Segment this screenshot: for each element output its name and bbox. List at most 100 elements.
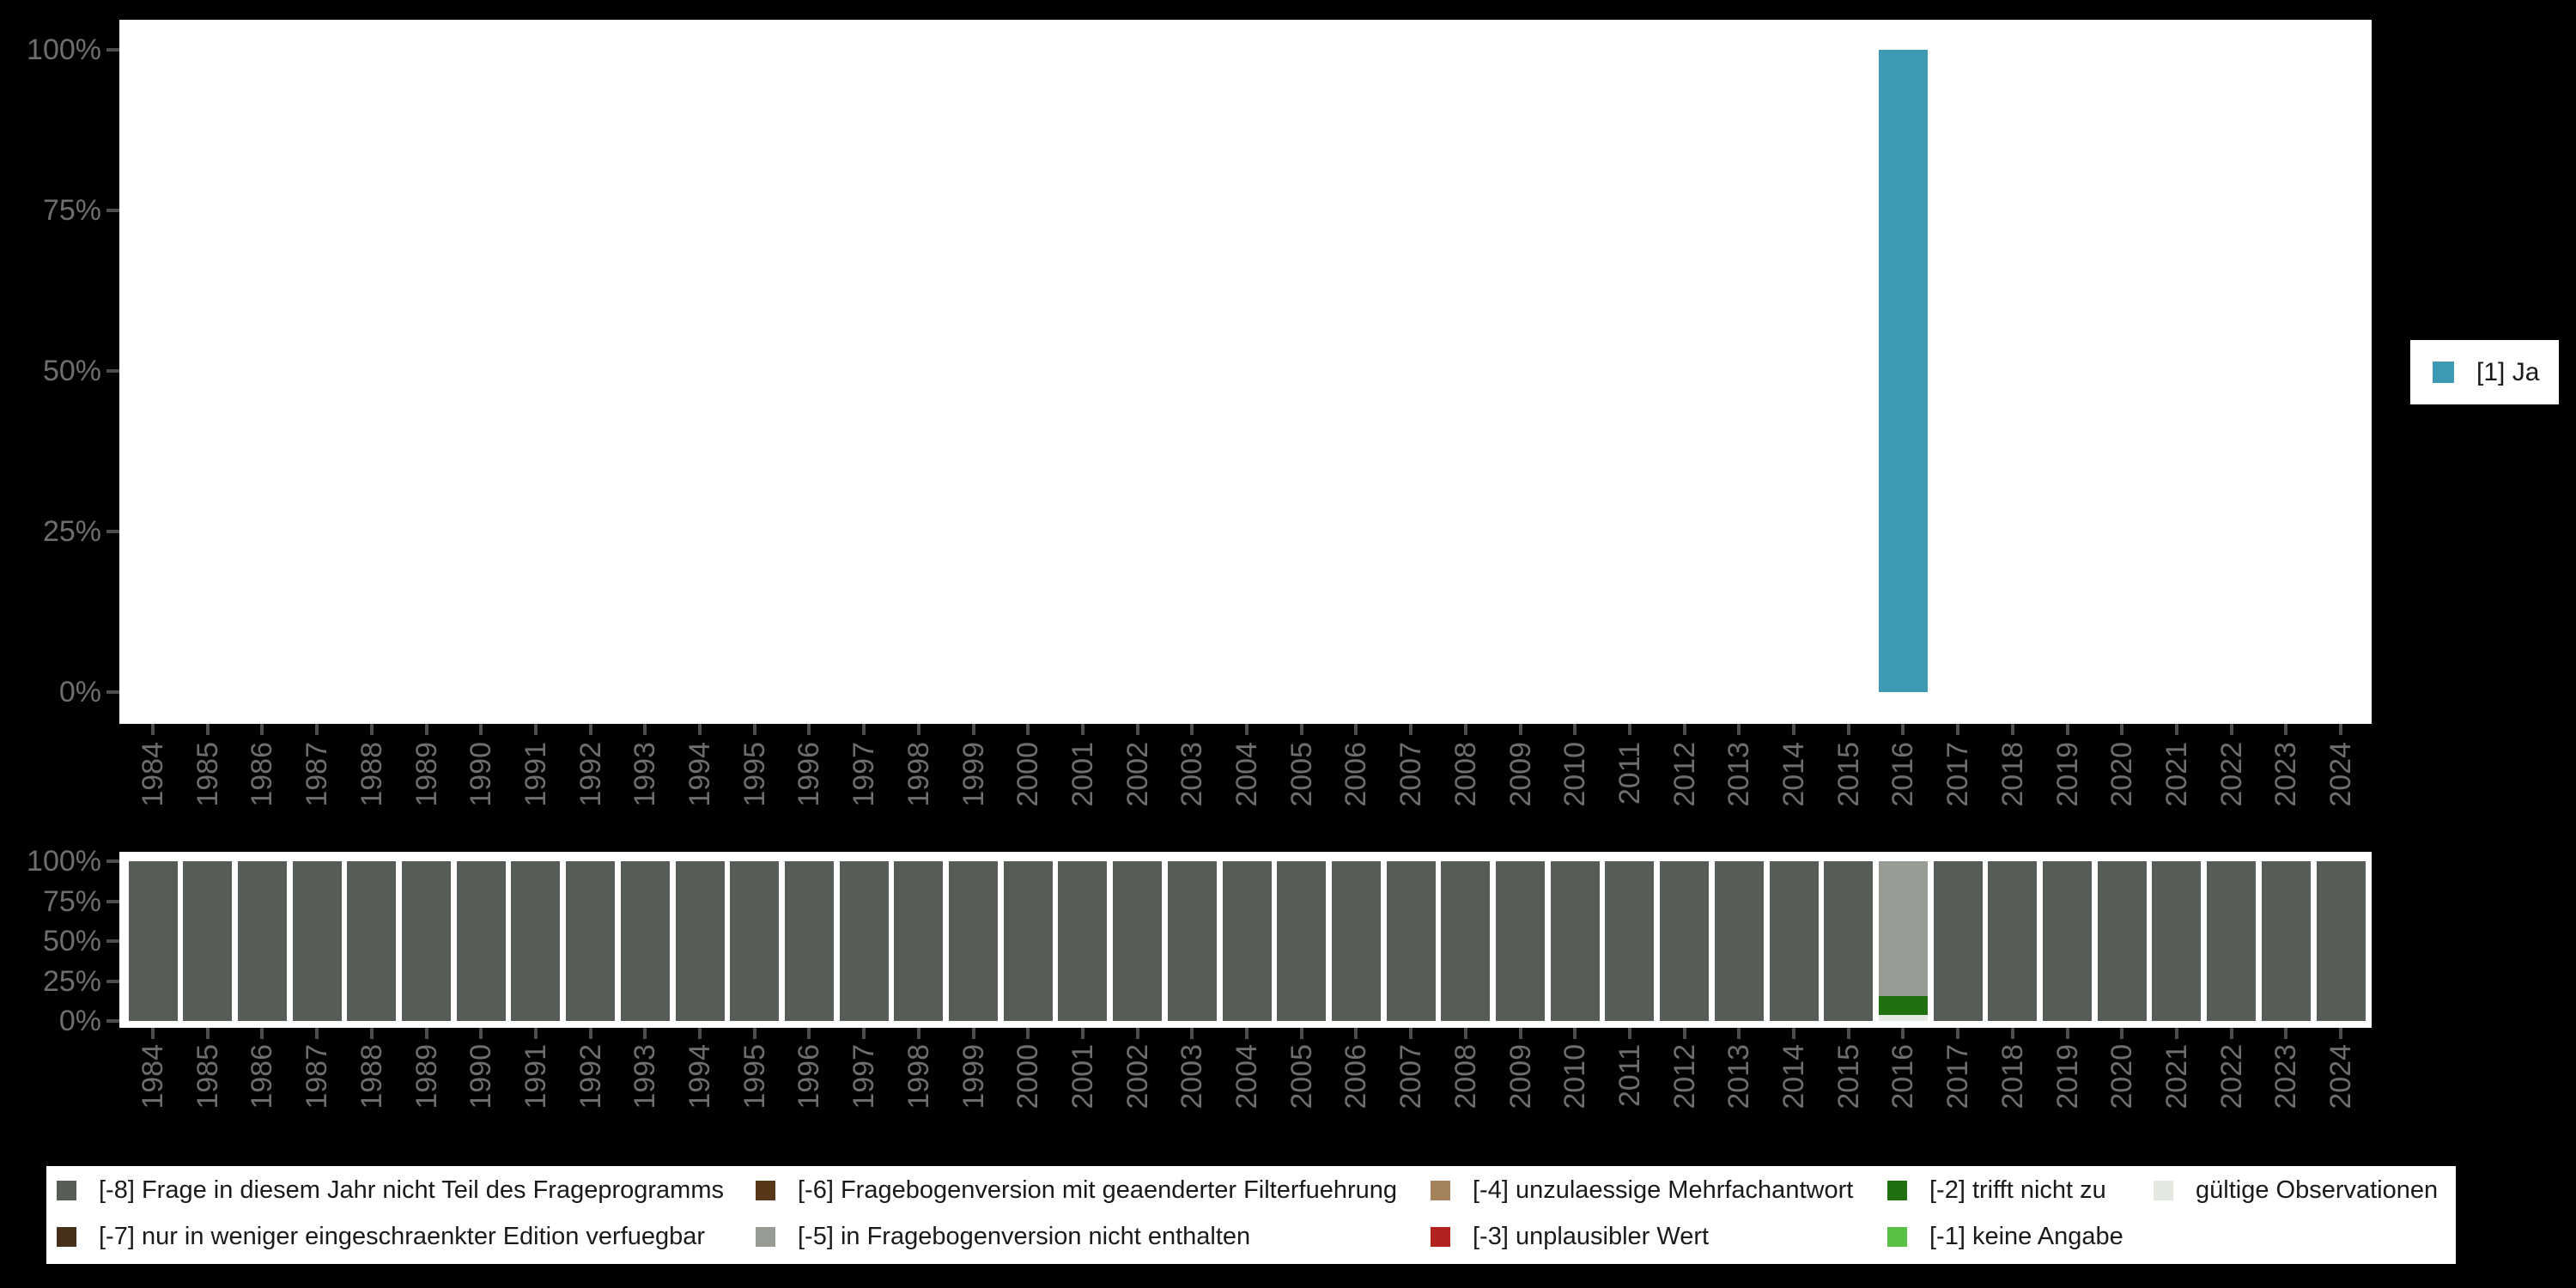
values-x-tick bbox=[1136, 724, 1139, 735]
missings-x-tick bbox=[1737, 1028, 1741, 1039]
values-x-tick-label-2014: 2014 bbox=[1777, 742, 1810, 807]
missings-bar-2001-[-8] bbox=[1058, 861, 1107, 1021]
missings-x-tick-label-2001: 2001 bbox=[1066, 1044, 1099, 1109]
values-x-tick-label-2015: 2015 bbox=[1832, 742, 1865, 807]
missings-bar-2007-[-8] bbox=[1387, 861, 1436, 1021]
values-x-tick bbox=[534, 724, 538, 735]
values-y-tick-label: 25% bbox=[42, 515, 101, 548]
values-x-tick bbox=[2175, 724, 2178, 735]
missings-bar-1991-[-8] bbox=[511, 861, 560, 1021]
missings-bar-2010-[-8] bbox=[1551, 861, 1600, 1021]
missings-x-tick bbox=[1628, 1028, 1631, 1039]
missings-x-tick bbox=[1190, 1028, 1194, 1039]
missings-y-tick-label: 50% bbox=[42, 925, 101, 957]
missings-x-tick bbox=[753, 1028, 756, 1039]
missings-x-tick-label-2021: 2021 bbox=[2160, 1044, 2193, 1109]
missings-x-tick bbox=[1956, 1028, 1959, 1039]
missings-x-tick-label-2013: 2013 bbox=[1722, 1044, 1755, 1109]
missings-x-tick-label-2015: 2015 bbox=[1832, 1044, 1865, 1109]
missings-x-tick bbox=[1901, 1028, 1905, 1039]
values-x-tick bbox=[807, 724, 811, 735]
missings-x-tick bbox=[206, 1028, 210, 1039]
values-x-tick-label-2013: 2013 bbox=[1722, 742, 1755, 807]
missings-x-tick-label-2020: 2020 bbox=[2105, 1044, 2138, 1109]
values-x-tick bbox=[1190, 724, 1194, 735]
values-x-tick bbox=[1628, 724, 1631, 735]
missings-x-tick-label-2010: 2010 bbox=[1558, 1044, 1591, 1109]
values-x-tick-label-1985: 1985 bbox=[191, 742, 224, 807]
values-x-tick bbox=[917, 724, 920, 735]
missings-x-tick-label-1992: 1992 bbox=[574, 1044, 607, 1109]
values-x-tick-label-2023: 2023 bbox=[2269, 742, 2302, 807]
missing-legend-label-[-5]: [-5] in Fragebogenversion nicht enthalte… bbox=[798, 1223, 1251, 1250]
values-x-tick-label-1995: 1995 bbox=[738, 742, 771, 807]
missing-legend-swatch-[-7] bbox=[57, 1227, 76, 1247]
values-y-tick-label: 0% bbox=[58, 676, 101, 708]
values-x-tick bbox=[1847, 724, 1850, 735]
values-x-tick-label-2012: 2012 bbox=[1668, 742, 1701, 807]
missings-x-tick bbox=[1354, 1028, 1358, 1039]
values-x-tick-label-2018: 2018 bbox=[1996, 742, 2029, 807]
missing-legend-swatch-[-8] bbox=[57, 1181, 76, 1200]
values-x-tick-label-1984: 1984 bbox=[137, 742, 169, 807]
values-x-tick-label-2006: 2006 bbox=[1340, 742, 1372, 807]
values-x-tick bbox=[972, 724, 975, 735]
missing-legend-label-[-1]: [-1] keine Angabe bbox=[1929, 1223, 2123, 1250]
missings-bar-2014-[-8] bbox=[1770, 861, 1819, 1021]
values-x-tick bbox=[1573, 724, 1577, 735]
values-x-tick bbox=[1956, 724, 1959, 735]
values-plot-area bbox=[119, 20, 2372, 724]
missings-x-tick bbox=[807, 1028, 811, 1039]
value-legend: [1] Ja bbox=[2410, 340, 2559, 404]
missings-bar-1985-[-8] bbox=[183, 861, 232, 1021]
missings-x-tick-label-2004: 2004 bbox=[1230, 1044, 1263, 1109]
values-x-tick bbox=[206, 724, 210, 735]
values-x-tick bbox=[589, 724, 592, 735]
missings-bar-1984-[-8] bbox=[129, 861, 178, 1021]
missing-legend-swatch-[-2] bbox=[1887, 1181, 1907, 1200]
missings-x-tick bbox=[643, 1028, 647, 1039]
missings-bar-2022-[-8] bbox=[2207, 861, 2256, 1021]
values-x-tick-label-2005: 2005 bbox=[1285, 742, 1318, 807]
values-x-tick bbox=[370, 724, 374, 735]
values-x-tick bbox=[1737, 724, 1741, 735]
missings-x-tick bbox=[1792, 1028, 1795, 1039]
missings-bar-1996-[-8] bbox=[785, 861, 834, 1021]
missings-bar-2004-[-8] bbox=[1223, 861, 1272, 1021]
missings-x-tick-label-1987: 1987 bbox=[301, 1044, 333, 1109]
values-x-tick-label-1986: 1986 bbox=[246, 742, 278, 807]
missings-bar-2016-valid bbox=[1879, 1015, 1928, 1021]
missings-x-tick bbox=[1683, 1028, 1686, 1039]
missings-x-tick-label-2002: 2002 bbox=[1121, 1044, 1154, 1109]
missings-bar-2016-[-2] bbox=[1879, 996, 1928, 1015]
missings-bar-2019-[-8] bbox=[2043, 861, 2092, 1021]
missings-y-tick bbox=[106, 1019, 119, 1023]
missings-bar-2023-[-8] bbox=[2262, 861, 2311, 1021]
missings-bar-2013-[-8] bbox=[1715, 861, 1764, 1021]
values-x-tick-label-1991: 1991 bbox=[519, 742, 552, 807]
missings-bar-2006-[-8] bbox=[1332, 861, 1381, 1021]
missings-x-tick bbox=[2175, 1028, 2178, 1039]
missings-x-tick bbox=[862, 1028, 866, 1039]
values-y-tick bbox=[106, 530, 119, 533]
missings-y-tick bbox=[106, 979, 119, 983]
missings-x-tick-label-2019: 2019 bbox=[2051, 1044, 2084, 1109]
missings-x-tick-label-2005: 2005 bbox=[1285, 1044, 1318, 1109]
values-x-tick-label-2000: 2000 bbox=[1012, 742, 1044, 807]
missings-bar-1995-[-8] bbox=[730, 861, 779, 1021]
missings-bar-2012-[-8] bbox=[1660, 861, 1709, 1021]
values-y-tick-label: 75% bbox=[42, 194, 101, 227]
missings-bar-2020-[-8] bbox=[2098, 861, 2147, 1021]
missings-x-tick-label-1999: 1999 bbox=[957, 1044, 990, 1109]
missings-bar-2024-[-8] bbox=[2317, 861, 2366, 1021]
missing-legend-label-valid: gültige Observationen bbox=[2196, 1176, 2439, 1204]
missings-bar-1993-[-8] bbox=[621, 861, 670, 1021]
values-x-tick bbox=[2230, 724, 2233, 735]
missings-x-tick-label-1991: 1991 bbox=[519, 1044, 552, 1109]
missings-bar-1998-[-8] bbox=[894, 861, 943, 1021]
missings-x-tick bbox=[589, 1028, 592, 1039]
missings-x-tick-label-1989: 1989 bbox=[410, 1044, 443, 1109]
missings-x-tick-label-2008: 2008 bbox=[1449, 1044, 1482, 1109]
missings-bar-2011-[-8] bbox=[1605, 861, 1654, 1021]
